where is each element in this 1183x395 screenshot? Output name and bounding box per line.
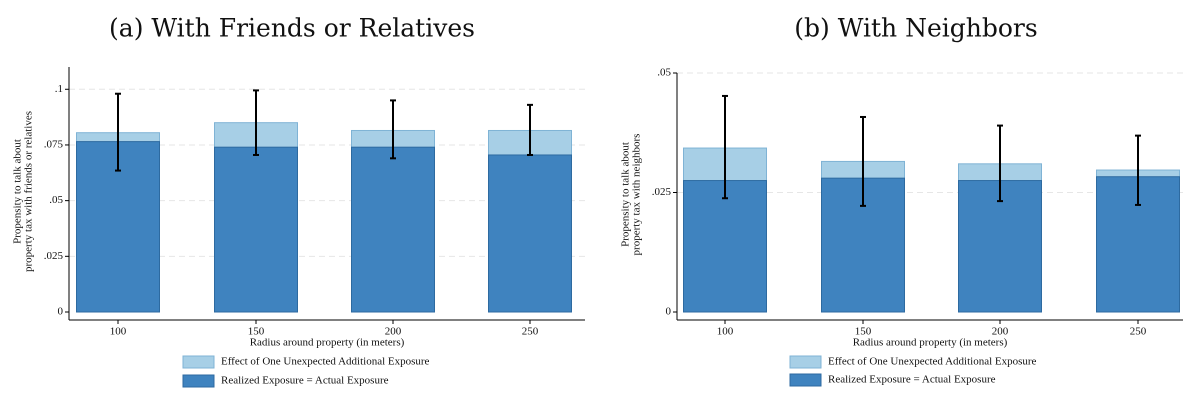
x-tick-label-250: 250 (1130, 326, 1147, 338)
legend-label-realized: Realized Exposure = Actual Exposure (828, 374, 996, 386)
legend-swatch-realized (182, 374, 215, 388)
y-tick-label: .075 (44, 138, 64, 150)
x-axis-label: Radius around property (in meters) (853, 337, 1008, 349)
y-axis-label-line: property tax with neighbors (631, 134, 643, 256)
y-tick-label: .025 (652, 186, 672, 198)
x-tick-label-150: 150 (855, 326, 872, 338)
legend-label-effect: Effect of One Unexpected Additional Expo… (221, 356, 430, 368)
bar-realized-150 (214, 146, 298, 313)
bar-realized-250 (488, 154, 572, 313)
y-tick-label: .05 (49, 194, 63, 206)
y-axis-label-line: Propensity to talk about (620, 142, 632, 247)
legend: Effect of One Unexpected Additional Expo… (789, 355, 1037, 387)
x-tick-label-200: 200 (385, 326, 402, 338)
bar-realized-200 (958, 180, 1042, 313)
y-axis-label-line: property tax with friends or relatives (23, 111, 35, 272)
legend-swatch-effect (789, 355, 822, 369)
y-tick-label: .1 (55, 83, 63, 95)
x-tick-label-100: 100 (717, 326, 734, 338)
y-axis-label: Propensity to talk about property tax wit… (620, 134, 643, 256)
y-tick-label: .025 (44, 250, 64, 262)
chart-title: (b) With Neighbors (794, 14, 1037, 43)
legend: Effect of One Unexpected Additional Expo… (182, 355, 430, 388)
y-tick-label: 0 (58, 306, 64, 318)
y-tick-label: .05 (657, 67, 671, 79)
bar-realized-100 (683, 180, 767, 313)
x-axis-label: Radius around property (in meters) (250, 337, 405, 349)
legend-swatch-effect (182, 355, 215, 369)
chart-panel-b: (b) With Neighbors 0 .025 .05 100 150 200 250 Ra… (620, 14, 1183, 387)
legend-label-effect: Effect of One Unexpected Additional Expo… (828, 356, 1037, 368)
y-axis-label-line: Propensity to talk about (12, 139, 24, 244)
legend-label-realized: Realized Exposure = Actual Exposure (221, 375, 389, 387)
y-tick-label: 0 (666, 306, 672, 318)
x-tick-label-150: 150 (248, 326, 265, 338)
bar-realized-200 (351, 146, 435, 313)
chart-title: (a) With Friends or Relatives (109, 14, 475, 43)
x-tick-label-200: 200 (992, 326, 1009, 338)
y-axis-label: Propensity to talk about property tax wit… (12, 111, 35, 272)
chart-panel-a: (a) With Friends or Relatives 0 .025 .05 .07… (12, 14, 585, 388)
x-tick-label-100: 100 (110, 326, 127, 338)
legend-swatch-realized (789, 373, 822, 387)
x-tick-label-250: 250 (522, 326, 539, 338)
